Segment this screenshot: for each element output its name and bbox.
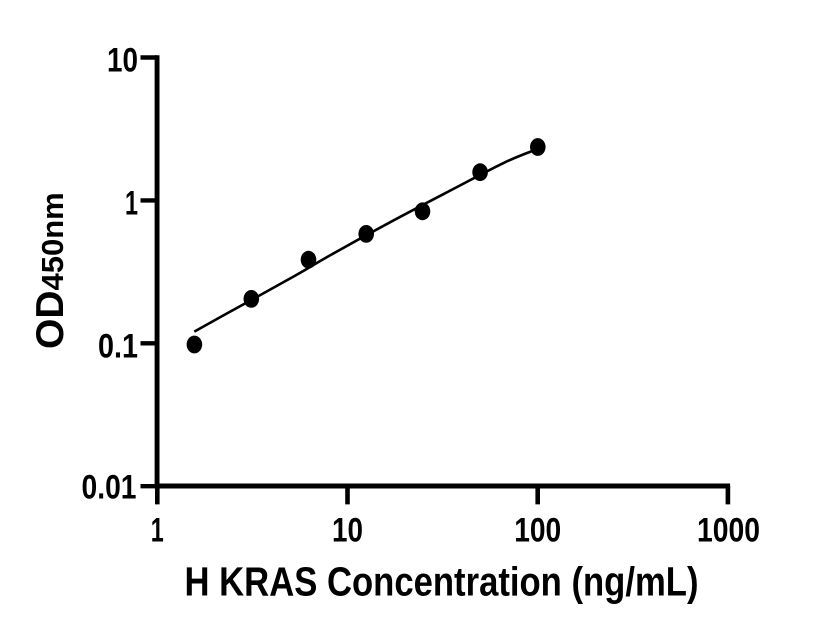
svg-text:10: 10 <box>107 42 138 80</box>
svg-text:0.01: 0.01 <box>82 469 137 507</box>
svg-text:1: 1 <box>151 511 164 549</box>
svg-text:0.1: 0.1 <box>98 327 138 365</box>
svg-text:100: 100 <box>514 511 561 549</box>
svg-text:1000: 1000 <box>697 511 760 549</box>
svg-text:1: 1 <box>125 184 138 222</box>
svg-text:OD450nm: OD450nm <box>29 192 72 349</box>
svg-text:10: 10 <box>332 511 363 549</box>
svg-text:H KRAS Concentration (ng/mL): H KRAS Concentration (ng/mL) <box>185 559 699 605</box>
